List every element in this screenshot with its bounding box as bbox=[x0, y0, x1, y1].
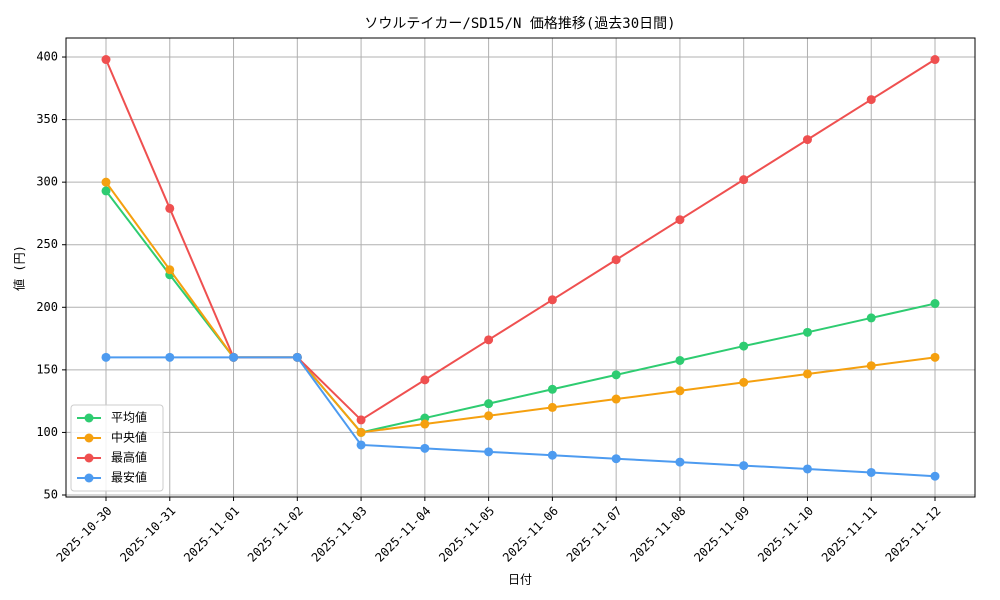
point bbox=[165, 265, 175, 275]
point bbox=[739, 461, 749, 471]
legend-label: 最安値 bbox=[111, 470, 147, 485]
point bbox=[866, 95, 876, 105]
point bbox=[165, 352, 175, 362]
point bbox=[866, 467, 876, 477]
chart-title: ソウルテイカー/SD15/N 価格推移(過去30日間) bbox=[364, 16, 675, 32]
point bbox=[930, 471, 940, 481]
y-tick-label: 400 bbox=[36, 50, 58, 64]
point bbox=[420, 375, 430, 385]
point bbox=[675, 215, 685, 225]
y-tick-label: 200 bbox=[36, 300, 58, 314]
point bbox=[802, 464, 812, 474]
legend-marker bbox=[84, 453, 94, 463]
y-tick-label: 250 bbox=[36, 237, 58, 251]
point bbox=[484, 399, 494, 409]
point bbox=[292, 352, 302, 362]
y-tick-label: 100 bbox=[36, 425, 58, 439]
point bbox=[866, 313, 876, 323]
point bbox=[484, 335, 494, 345]
point bbox=[101, 177, 111, 187]
legend-label: 中央値 bbox=[111, 430, 147, 445]
point bbox=[484, 411, 494, 421]
y-tick-label: 150 bbox=[36, 362, 58, 376]
y-tick-label: 350 bbox=[36, 112, 58, 126]
point bbox=[547, 384, 557, 394]
point bbox=[802, 327, 812, 337]
point bbox=[675, 386, 685, 396]
point bbox=[547, 295, 557, 305]
point bbox=[611, 454, 621, 464]
point bbox=[611, 255, 621, 265]
point bbox=[611, 370, 621, 380]
point bbox=[739, 175, 749, 185]
y-axis-label: 値 (円) bbox=[12, 245, 27, 291]
legend-label: 最高値 bbox=[111, 450, 147, 465]
legend-marker bbox=[84, 433, 94, 443]
point bbox=[420, 443, 430, 453]
y-tick-label: 300 bbox=[36, 175, 58, 189]
point bbox=[930, 352, 940, 362]
point bbox=[356, 415, 366, 425]
point bbox=[101, 352, 111, 362]
point bbox=[866, 361, 876, 371]
y-tick-label: 50 bbox=[44, 487, 58, 501]
point bbox=[802, 135, 812, 145]
point bbox=[547, 402, 557, 412]
point bbox=[930, 299, 940, 309]
point bbox=[420, 419, 430, 429]
point bbox=[356, 440, 366, 450]
point bbox=[229, 352, 239, 362]
point bbox=[675, 355, 685, 365]
point bbox=[484, 447, 494, 457]
plot-frame bbox=[65, 37, 976, 498]
legend-label: 平均値 bbox=[111, 410, 147, 425]
point bbox=[739, 377, 749, 387]
point bbox=[101, 55, 111, 65]
legend-box bbox=[70, 404, 164, 492]
point bbox=[356, 427, 366, 437]
series-line bbox=[106, 356, 936, 478]
point bbox=[547, 450, 557, 460]
point bbox=[675, 457, 685, 467]
point bbox=[165, 203, 175, 213]
legend-marker bbox=[84, 473, 94, 483]
legend-marker bbox=[84, 413, 94, 423]
point bbox=[802, 369, 812, 379]
point bbox=[930, 55, 940, 65]
point bbox=[739, 341, 749, 351]
point bbox=[101, 186, 111, 196]
x-axis-label: 日付 bbox=[508, 573, 532, 587]
point bbox=[611, 394, 621, 404]
